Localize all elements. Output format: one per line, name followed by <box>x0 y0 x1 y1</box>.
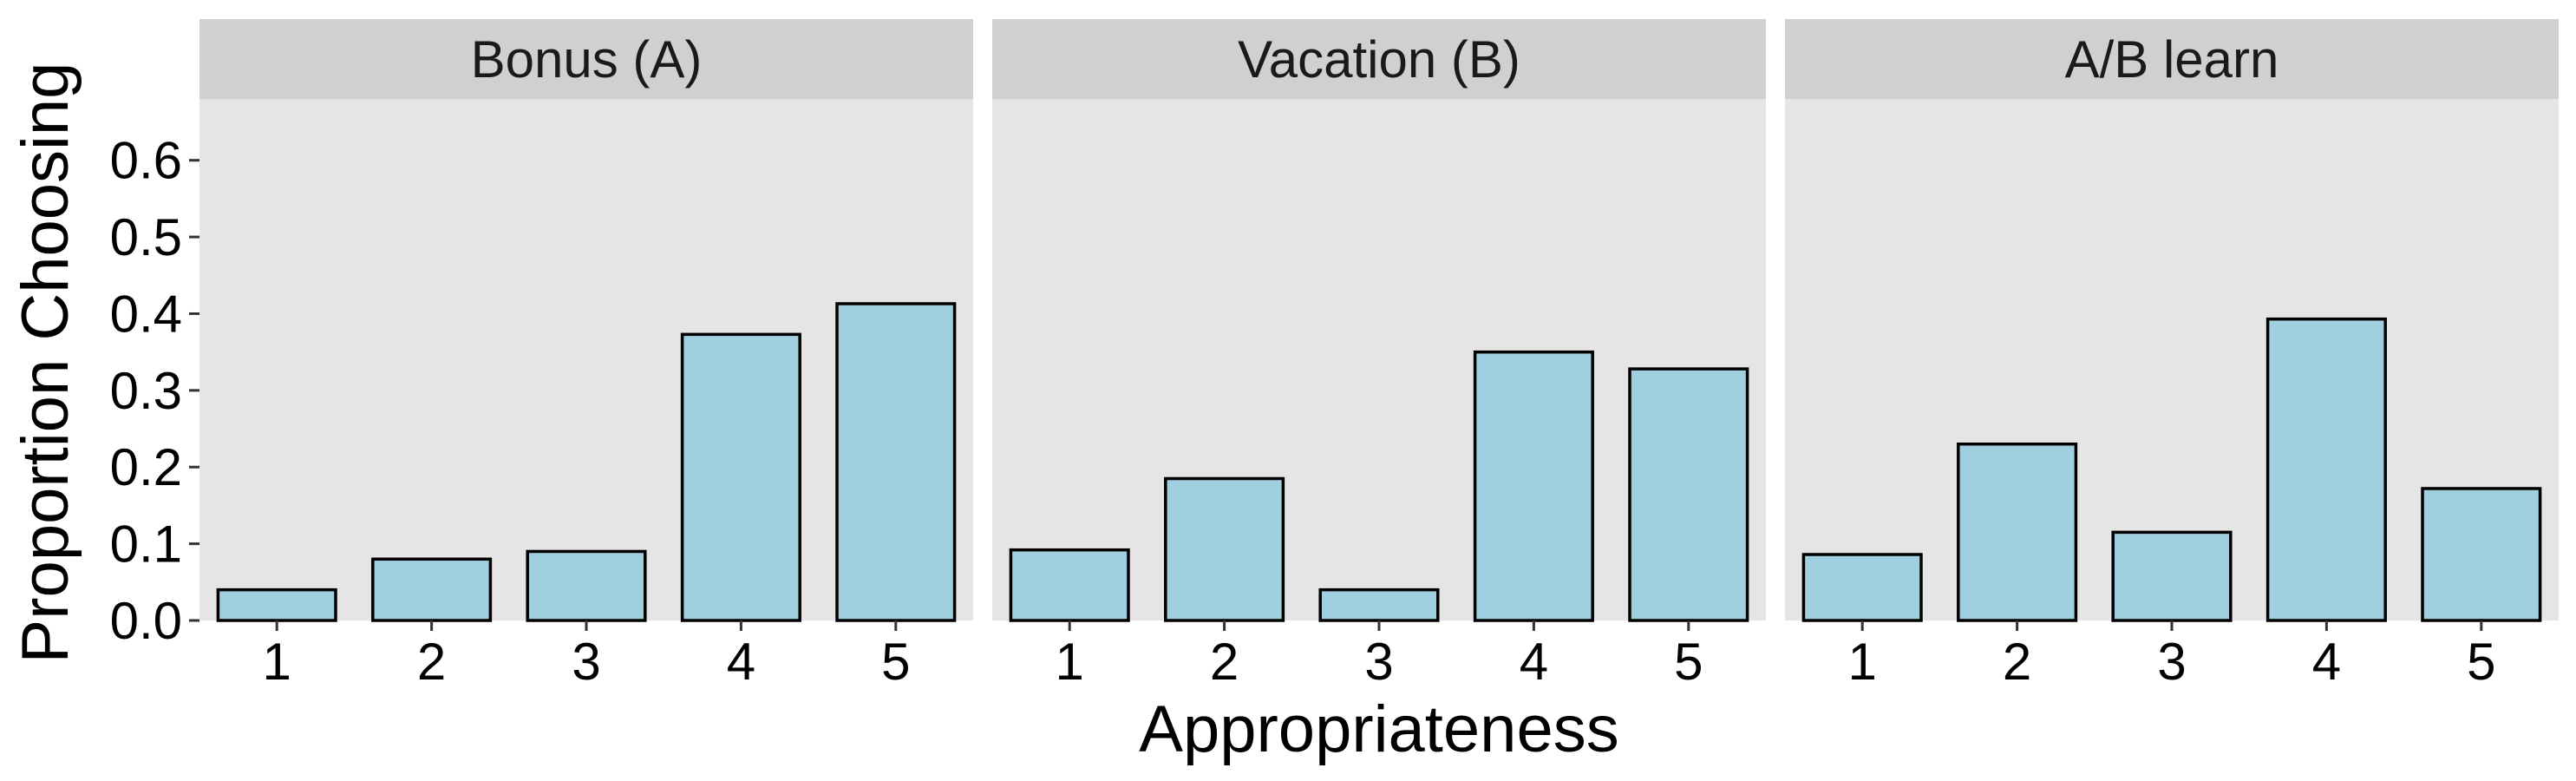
x-tick-label: 5 <box>881 633 910 691</box>
bar <box>2111 530 2233 622</box>
bar <box>1318 587 1440 622</box>
bar <box>1164 476 1285 622</box>
bar <box>1801 553 1923 622</box>
bar <box>216 587 337 622</box>
x-tick-label: 2 <box>2003 633 2031 691</box>
bar <box>835 302 957 622</box>
x-tick-label: 5 <box>1674 633 1703 691</box>
y-tick-label: 0.4 <box>110 285 182 343</box>
facet-panel: Vacation (B) 1 2 3 4 5 <box>992 19 1766 691</box>
y-tick-label: 0.2 <box>110 438 182 496</box>
x-tick-label: 4 <box>727 633 755 691</box>
x-tick-label: 1 <box>1848 633 1877 691</box>
bar <box>2265 317 2387 622</box>
x-tick-label: 4 <box>1520 633 1548 691</box>
y-tick-label: 0.0 <box>110 592 182 650</box>
facet-panel: A/B learn 1 2 3 4 5 <box>1785 19 2559 691</box>
bar <box>1473 350 1594 622</box>
facet-strip <box>199 19 973 99</box>
facet-strip <box>992 19 1766 99</box>
facet-strip-label: A/B learn <box>2065 30 2279 89</box>
bar <box>371 557 493 622</box>
x-tick-label: 4 <box>2312 633 2341 691</box>
bar <box>680 332 801 622</box>
x-tick-label: 2 <box>1210 633 1239 691</box>
y-tick-label: 0.6 <box>110 132 182 190</box>
bar <box>2421 487 2542 622</box>
facet-strip-label: Bonus (A) <box>471 30 703 89</box>
x-tick-label: 3 <box>1364 633 1393 691</box>
facet-strip-label: Vacation (B) <box>1238 30 1520 89</box>
bar <box>1009 548 1130 622</box>
bar <box>526 549 647 622</box>
x-tick-label: 1 <box>1056 633 1084 691</box>
x-axis-title: Appropriateness <box>1139 692 1618 766</box>
y-axis: 0.0 0.1 0.2 0.3 0.4 0.5 0.6 <box>110 132 199 650</box>
x-tick-label: 3 <box>572 633 600 691</box>
facet-strip <box>1785 19 2559 99</box>
x-tick-label: 5 <box>2467 633 2495 691</box>
y-tick-label: 0.5 <box>110 208 182 266</box>
bar <box>1628 367 1749 622</box>
x-tick-label: 2 <box>417 633 446 691</box>
y-tick-label: 0.1 <box>110 515 182 574</box>
facet-panel: Bonus (A) 1 2 3 4 5 <box>199 19 973 691</box>
x-tick-label: 1 <box>263 633 291 691</box>
y-axis-title: Proportion Choosing <box>9 62 82 664</box>
bar <box>1957 442 2078 622</box>
x-tick-label: 3 <box>2157 633 2186 691</box>
y-tick-label: 0.3 <box>110 362 182 420</box>
